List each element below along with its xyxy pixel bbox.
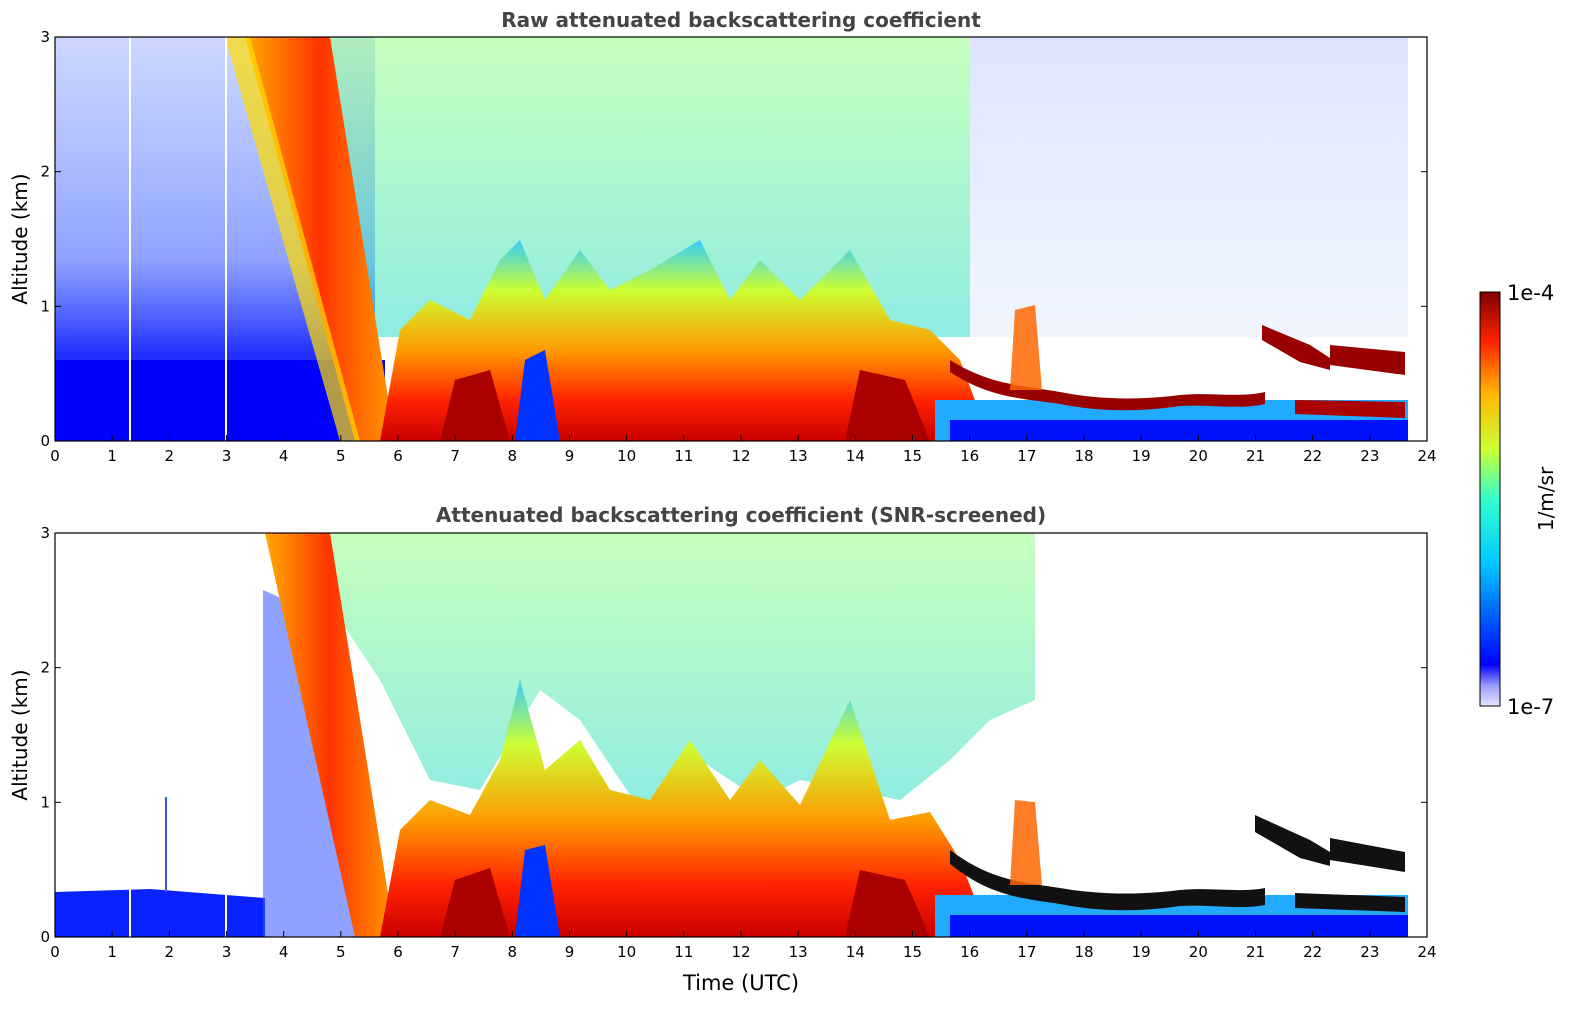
panel-raw-x-tick-label: 19 bbox=[1132, 447, 1151, 465]
panel-raw-x-tick-label: 3 bbox=[222, 447, 232, 465]
panel-screened-x-tick-label: 19 bbox=[1132, 943, 1151, 961]
panel-raw-x-tick-label: 21 bbox=[1246, 447, 1265, 465]
panel-raw-y-tick-label: 1 bbox=[40, 297, 50, 315]
panel-raw-y-tick-label: 0 bbox=[40, 432, 50, 450]
panel-screened-x-tick-label: 6 bbox=[393, 943, 403, 961]
panel-screened-x-tick-label: 21 bbox=[1246, 943, 1265, 961]
panel-screened-x-tick-label: 14 bbox=[846, 943, 865, 961]
panel-raw-x-tick-label: 13 bbox=[789, 447, 808, 465]
panel-raw-x-tick-label: 20 bbox=[1189, 447, 1208, 465]
panel-raw-title: Raw attenuated backscattering coefficien… bbox=[501, 8, 981, 32]
panel-screened-x-tick-label: 13 bbox=[789, 943, 808, 961]
panel-raw-x-tick-label: 8 bbox=[508, 447, 518, 465]
colorbar: 1e-4 1e-7 1/m/sr bbox=[1479, 281, 1558, 719]
panel-screened-xlabel: Time (UTC) bbox=[682, 971, 799, 995]
panel-screened-x-tick-label: 2 bbox=[165, 943, 175, 961]
panel-raw-x-tick-label: 9 bbox=[565, 447, 575, 465]
panel-raw-x-tick-label: 5 bbox=[336, 447, 346, 465]
panel-screened-x-tick-label: 23 bbox=[1360, 943, 1379, 961]
panel-screened-x-tick-label: 16 bbox=[960, 943, 979, 961]
panel-raw-x-tick-label: 10 bbox=[617, 447, 636, 465]
panel-screened-x-tick-label: 20 bbox=[1189, 943, 1208, 961]
panel-raw-x-tick-label: 11 bbox=[674, 447, 693, 465]
panel-raw-heatmap bbox=[55, 37, 1427, 441]
panel-raw-x-tick-label: 7 bbox=[450, 447, 460, 465]
panel-raw-y-tick-label: 3 bbox=[40, 28, 50, 46]
colorbar-unit-label: 1/m/sr bbox=[1534, 466, 1558, 531]
panel-raw-x-tick-label: 17 bbox=[1017, 447, 1036, 465]
panel-raw-x-tick-label: 18 bbox=[1074, 447, 1093, 465]
panel-screened-y-tick-label: 2 bbox=[40, 659, 50, 677]
panel-screened-x-tick-label: 22 bbox=[1303, 943, 1322, 961]
panel-screened-x-tick-label: 0 bbox=[50, 943, 60, 961]
panel-raw-x-tick-label: 16 bbox=[960, 447, 979, 465]
panel-raw-x-tick-label: 0 bbox=[50, 447, 60, 465]
panel-raw-ylabel: Altitude (km) bbox=[8, 173, 32, 304]
panel-raw-x-tick-label: 15 bbox=[903, 447, 922, 465]
panel-raw-x-tick-label: 23 bbox=[1360, 447, 1379, 465]
colorbar-gradient bbox=[1479, 291, 1501, 707]
panel-screened-x-tick-label: 1 bbox=[107, 943, 117, 961]
panel-screened-ylabel: Altitude (km) bbox=[8, 669, 32, 800]
colorbar-max-label: 1e-4 bbox=[1507, 281, 1554, 305]
colorbar-min-label: 1e-7 bbox=[1507, 695, 1554, 719]
panel-screened-x-tick-label: 9 bbox=[565, 943, 575, 961]
panel-screened-x-tick-label: 4 bbox=[279, 943, 289, 961]
panel-screened-y-tick-label: 0 bbox=[40, 928, 50, 946]
panel-raw-x-tick-label: 4 bbox=[279, 447, 289, 465]
panel-screened-y-tick-label: 3 bbox=[40, 524, 50, 542]
panel-screened-x-tick-label: 18 bbox=[1074, 943, 1093, 961]
panel-screened-x-tick-label: 7 bbox=[450, 943, 460, 961]
panel-screened-x-tick-label: 8 bbox=[508, 943, 518, 961]
panel-screened-title: Attenuated backscattering coefficient (S… bbox=[436, 503, 1046, 527]
panel-screened-x-tick-label: 12 bbox=[731, 943, 750, 961]
panel-screened: Attenuated backscattering coefficient (S… bbox=[8, 503, 1437, 995]
panel-screened-y-tick-label: 1 bbox=[40, 793, 50, 811]
panel-screened-x-tick-label: 11 bbox=[674, 943, 693, 961]
panel-raw-x-tick-label: 6 bbox=[393, 447, 403, 465]
panel-raw-x-tick-label: 2 bbox=[165, 447, 175, 465]
panel-raw-x-tick-label: 22 bbox=[1303, 447, 1322, 465]
panel-screened-x-tick-label: 17 bbox=[1017, 943, 1036, 961]
panel-screened-x-tick-label: 10 bbox=[617, 943, 636, 961]
panel-screened-x-tick-label: 15 bbox=[903, 943, 922, 961]
panel-raw-x-axis: 0 1 2 3 4 5 6 7 8 9 10 11 12 13 14 15 16 17 18 19 20 21 22 23 24 bbox=[50, 435, 1437, 465]
panel-screened-heatmap bbox=[55, 533, 1427, 937]
panel-raw-x-tick-label: 24 bbox=[1417, 447, 1436, 465]
panel-screened-x-axis: 0 1 2 3 4 5 6 7 8 9 10 11 12 13 14 15 16 17 18 19 20 21 22 23 24 bbox=[50, 931, 1437, 961]
panel-screened-x-tick-label: 5 bbox=[336, 943, 346, 961]
panel-screened-y-axis: 0 1 2 3 bbox=[40, 524, 1427, 946]
panel-raw-x-tick-label: 1 bbox=[107, 447, 117, 465]
panel-raw-y-axis: 0 1 2 3 bbox=[40, 28, 1427, 450]
panel-raw-x-tick-label: 12 bbox=[731, 447, 750, 465]
panel-raw-y-tick-label: 2 bbox=[40, 163, 50, 181]
panel-screened-x-tick-label: 24 bbox=[1417, 943, 1436, 961]
panel-screened-x-tick-label: 3 bbox=[222, 943, 232, 961]
panel-raw: Raw attenuated backscattering coefficien… bbox=[8, 8, 1437, 465]
panel-raw-x-tick-label: 14 bbox=[846, 447, 865, 465]
